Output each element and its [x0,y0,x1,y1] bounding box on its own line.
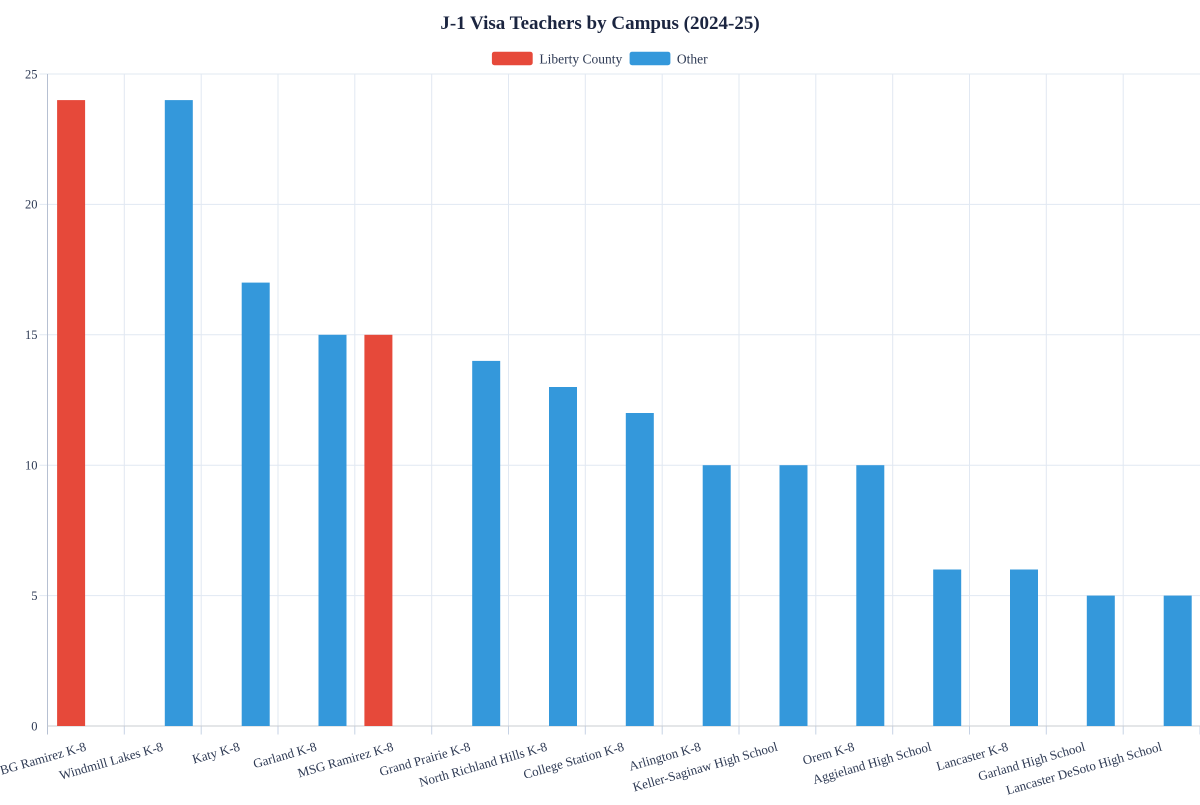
svg-text:20: 20 [25,198,38,212]
svg-text:10: 10 [25,459,38,473]
svg-text:Other: Other [677,52,708,67]
svg-text:15: 15 [25,328,38,342]
svg-text:J-1 Visa Teachers by Campus (2: J-1 Visa Teachers by Campus (2024-25) [440,13,759,34]
svg-text:0: 0 [31,719,37,733]
svg-text:25: 25 [25,67,38,81]
svg-text:5: 5 [31,589,37,603]
svg-text:Liberty County: Liberty County [539,52,622,67]
